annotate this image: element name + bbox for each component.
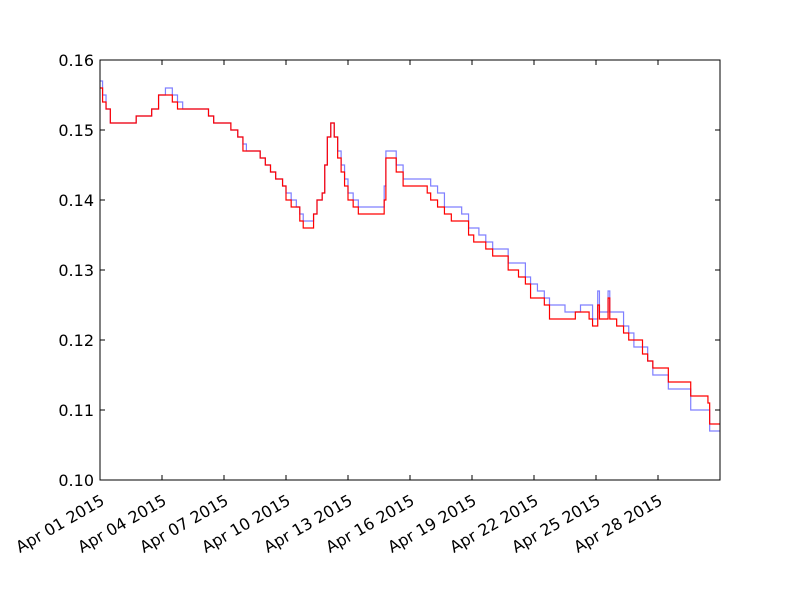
y-tick-label: 0.14 [58, 191, 94, 210]
y-axis: 0.10 0.11 0.12 0.13 0.14 0.15 0.16 [58, 51, 720, 490]
series-line-2 [100, 87, 720, 425]
y-tick-label: 0.10 [58, 471, 94, 490]
y-tick-label: 0.16 [58, 51, 94, 70]
y-tick-label: 0.13 [58, 261, 94, 280]
series-layer [100, 80, 720, 432]
y-tick-label: 0.15 [58, 121, 94, 140]
y-tick-label: 0.11 [58, 401, 94, 420]
y-tick-label: 0.12 [58, 331, 94, 350]
